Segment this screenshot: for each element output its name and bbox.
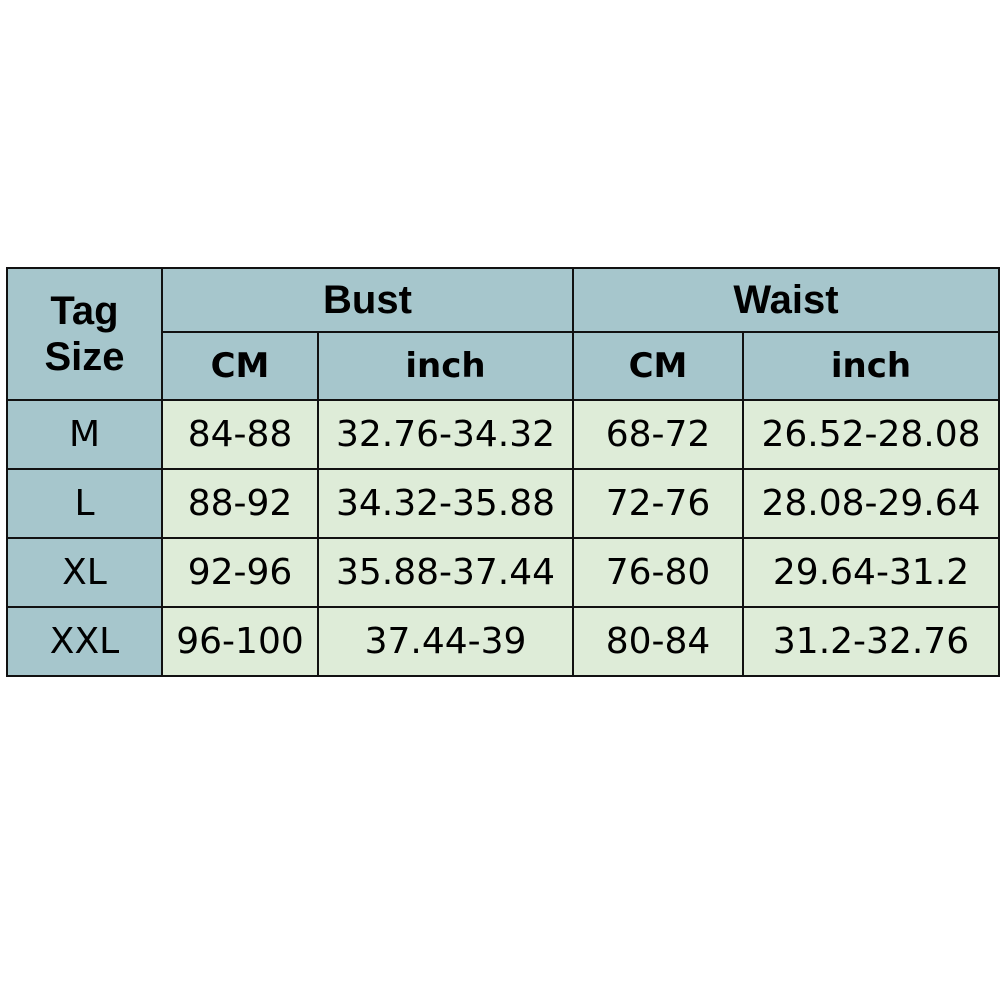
waist-cm-cell: 72-76 (572, 468, 744, 539)
bust-cm-header: CM (161, 331, 319, 401)
waist-inch-cell: 26.52-28.08 (742, 399, 1000, 470)
size-cell: XL (6, 537, 163, 608)
waist-header: Waist (572, 267, 1000, 333)
waist-cm-cell: 68-72 (572, 399, 744, 470)
bust-inch-cell: 37.44-39 (317, 606, 574, 677)
size-cell: M (6, 399, 163, 470)
waist-cm-cell: 80-84 (572, 606, 744, 677)
waist-inch-header: inch (742, 331, 1000, 401)
bust-cm-cell: 96-100 (161, 606, 319, 677)
table-row: M 84-88 32.76-34.32 68-72 26.52-28.08 (6, 399, 1000, 470)
table-row: XL 92-96 35.88-37.44 76-80 29.64-31.2 (6, 537, 1000, 608)
bust-cm-cell: 92-96 (161, 537, 319, 608)
table-row: XXL 96-100 37.44-39 80-84 31.2-32.76 (6, 606, 1000, 677)
size-label: Size (44, 335, 125, 379)
bust-inch-cell: 34.32-35.88 (317, 468, 574, 539)
waist-cm-cell: 76-80 (572, 537, 744, 608)
bust-inch-header: inch (317, 331, 574, 401)
tag-label: Tag (50, 289, 119, 333)
table-row: L 88-92 34.32-35.88 72-76 28.08-29.64 (6, 468, 1000, 539)
bust-cm-cell: 84-88 (161, 399, 319, 470)
waist-inch-cell: 28.08-29.64 (742, 468, 1000, 539)
size-cell: XXL (6, 606, 163, 677)
tag-size-header: Tag Size (6, 267, 163, 401)
waist-inch-cell: 29.64-31.2 (742, 537, 1000, 608)
size-chart-table: Tag Size Bust Waist CM inch CM inch M 84-… (6, 267, 1000, 677)
bust-cm-cell: 88-92 (161, 468, 319, 539)
bust-inch-cell: 35.88-37.44 (317, 537, 574, 608)
bust-header: Bust (161, 267, 574, 333)
waist-cm-header: CM (572, 331, 744, 401)
size-cell: L (6, 468, 163, 539)
bust-inch-cell: 32.76-34.32 (317, 399, 574, 470)
waist-inch-cell: 31.2-32.76 (742, 606, 1000, 677)
